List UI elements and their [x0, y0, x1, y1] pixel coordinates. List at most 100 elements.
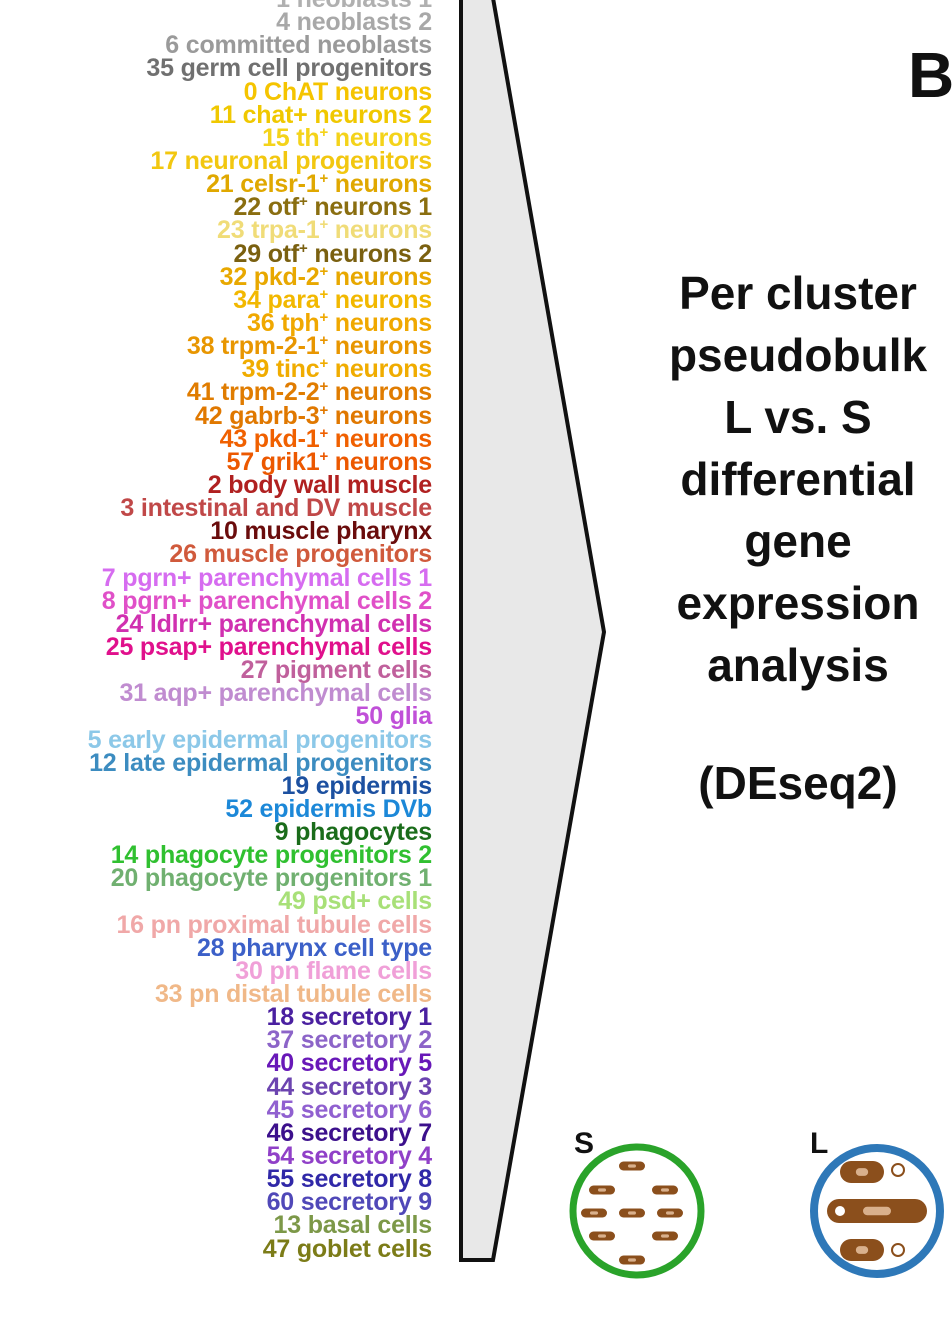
- cluster-number: 21: [206, 170, 234, 199]
- cluster-label: 50 glia: [0, 702, 433, 731]
- cluster-name: secretory 9: [300, 1188, 432, 1217]
- cluster-number: 14: [110, 841, 139, 870]
- cluster-label: 40 secretory 5: [0, 1051, 433, 1076]
- cluster-label: 12 late epidermal progenitors: [0, 748, 432, 777]
- cluster-number: 60: [266, 1188, 295, 1217]
- cluster-number: 20: [110, 864, 139, 893]
- cluster-label: 0 ChAT neurons: [0, 79, 433, 104]
- cluster-name: glia: [389, 702, 432, 731]
- small-worm-cross-section: [569, 1143, 705, 1279]
- cluster-label: 11 chat+ neurons 2: [0, 100, 432, 129]
- cluster-label: 28 pharynx cell type: [0, 935, 432, 960]
- cluster-name: trpm-2-2+ neurons: [221, 378, 432, 407]
- cluster-name: neuronal progenitors: [184, 146, 433, 175]
- large-worm-cells: [827, 1161, 927, 1261]
- cluster-superscript: +: [319, 378, 329, 396]
- analysis-line: Per cluster: [679, 267, 917, 319]
- cluster-name: otf+ neurons 2: [267, 239, 433, 268]
- cluster-name: epidermis DVb: [259, 794, 433, 823]
- cluster-label: 27 pigment cells: [0, 658, 433, 683]
- large-worm-label: L: [810, 1127, 829, 1160]
- cluster-label: 13 basal cells: [0, 1211, 433, 1240]
- cluster-label: 23 trpa-1+ neurons: [0, 217, 432, 243]
- cluster-number: 24: [115, 609, 144, 638]
- cluster-label: 26 muscle progenitors: [0, 540, 433, 569]
- cluster-label: 47 goblet cells: [0, 1234, 433, 1263]
- cell-marker: [891, 1163, 905, 1177]
- cluster-label: 31 aqp+ parenchymal cells: [0, 679, 433, 708]
- cluster-number: 10: [210, 517, 238, 546]
- analysis-line: analysis: [707, 639, 889, 691]
- cluster-label: 14 phagocyte progenitors 2: [0, 841, 432, 870]
- cluster-label: 55 secretory 8: [0, 1165, 433, 1194]
- analysis-line: differential: [680, 453, 916, 505]
- cluster-name: pkd-1+ neurons: [253, 424, 432, 453]
- cluster-superscript: +: [299, 239, 308, 257]
- cluster-label: 54 secretory 4: [0, 1142, 433, 1171]
- cluster-number: 39: [241, 355, 270, 384]
- cluster-superscript: +: [319, 447, 329, 465]
- cluster-number: 13: [273, 1211, 302, 1240]
- cluster-superscript: +: [319, 424, 329, 442]
- cell-nucleus: [863, 1206, 891, 1216]
- cluster-number: 11: [209, 100, 236, 129]
- cluster-superscript: +: [319, 170, 329, 188]
- cell-marker: [833, 1204, 847, 1218]
- cluster-number: 42: [195, 401, 223, 430]
- cluster-label: 43 pkd-1+ neurons: [0, 424, 433, 453]
- cluster-number: 47: [262, 1234, 291, 1263]
- cluster-number: 45: [266, 1095, 295, 1124]
- cluster-label: 46 secretory 7: [0, 1120, 433, 1145]
- cluster-number: 4: [276, 8, 290, 37]
- cluster-name: epidermis: [315, 771, 433, 800]
- cluster-name: aqp+ parenchymal cells: [153, 679, 433, 708]
- cluster-label: 10 muscle pharynx: [0, 517, 432, 546]
- cluster-number: 19: [281, 771, 310, 800]
- cluster-name: basal cells: [307, 1211, 432, 1240]
- cluster-label: 36 tph+ neurons: [0, 308, 432, 337]
- cluster-list: 1 neoblasts 14 neoblasts 26 committed ne…: [0, 0, 433, 1263]
- cluster-label: 42 gabrb-3+ neurons: [0, 401, 432, 430]
- cluster-label: 35 germ cell progenitors: [0, 56, 432, 81]
- cluster-superscript: +: [319, 355, 329, 373]
- cluster-label: 15 th+ neurons: [0, 123, 432, 152]
- cluster-name: ldlrr+ parenchymal cells: [149, 609, 432, 638]
- cluster-number: 36: [247, 308, 275, 337]
- cluster-name: secretory 1: [300, 1003, 432, 1032]
- cluster-number: 25: [105, 632, 134, 661]
- cluster-number: 37: [266, 1026, 295, 1055]
- cluster-label: 29 otf+ neurons 2: [0, 239, 433, 268]
- cluster-superscript: +: [319, 332, 329, 350]
- cluster-label: 44 secretory 3: [0, 1072, 433, 1101]
- cluster-number: 55: [266, 1165, 295, 1194]
- cluster-label: 4 neoblasts 2: [0, 8, 433, 37]
- cluster-superscript: +: [319, 262, 329, 280]
- cluster-number: 7: [101, 563, 116, 592]
- cluster-label: 25 psap+ parenchymal cells: [0, 632, 432, 661]
- cluster-name: neoblasts 1: [297, 0, 433, 13]
- cluster-number: 34: [233, 285, 261, 314]
- cluster-name: muscle progenitors: [203, 540, 433, 569]
- cluster-name: th+ neurons: [296, 123, 432, 152]
- cluster-superscript: +: [319, 285, 329, 303]
- cluster-name: neoblasts 2: [296, 8, 433, 37]
- cluster-name: trpm-2-1+ neurons: [221, 332, 432, 361]
- cluster-number: 44: [266, 1072, 295, 1101]
- cluster-superscript: +: [319, 401, 329, 419]
- cluster-number: 26: [169, 540, 197, 569]
- cluster-name: celsr-1+ neurons: [240, 170, 432, 199]
- cluster-number: 54: [266, 1142, 295, 1171]
- cluster-number: 52: [225, 794, 253, 823]
- cell-nucleus: [666, 1211, 674, 1215]
- cluster-number: 12: [89, 748, 117, 777]
- cluster-name: tinc+ neurons: [275, 355, 432, 384]
- cluster-number: 41: [186, 378, 215, 407]
- cluster-name: phagocyte progenitors 2: [144, 841, 432, 870]
- cluster-label: 19 epidermis: [0, 771, 433, 800]
- cluster-label: 22 otf+ neurons 1: [0, 193, 433, 222]
- cluster-label: 49 psd+ cells: [0, 889, 432, 914]
- method-label: (DEseq2): [698, 757, 898, 809]
- cluster-name: otf+ neurons 1: [267, 193, 433, 222]
